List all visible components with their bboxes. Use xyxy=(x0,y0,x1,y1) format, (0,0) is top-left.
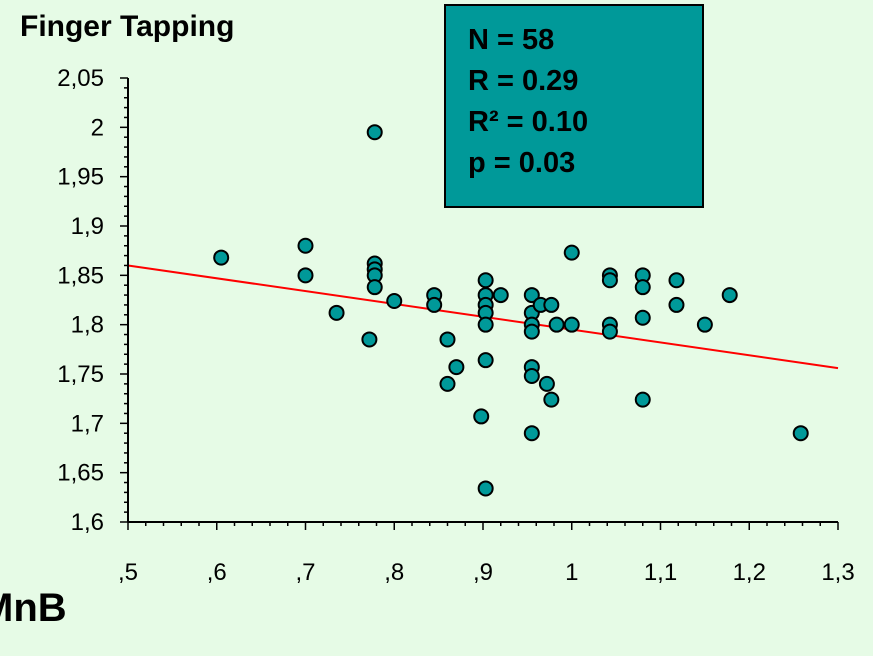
scatter-point xyxy=(601,323,618,340)
scatter-point xyxy=(634,279,651,296)
stat-n: N = 58 xyxy=(468,24,555,56)
scatter-point xyxy=(538,375,555,392)
y-tick-label: 2 xyxy=(91,114,104,141)
scatter-point xyxy=(523,425,540,442)
scatter-point xyxy=(439,331,456,348)
scatter-point xyxy=(477,316,494,333)
stat-r-squared: R² = 0.10 xyxy=(468,106,589,138)
scatter-point xyxy=(297,267,314,284)
scatter-point xyxy=(477,480,494,497)
scatter-point xyxy=(792,425,809,442)
x-tick-label: ,9 xyxy=(473,559,493,586)
y-tick-label: 2,05 xyxy=(57,65,104,92)
x-tick-label: ,8 xyxy=(384,559,404,586)
scatter-point xyxy=(439,375,456,392)
scatter-point xyxy=(426,296,443,313)
scatter-point xyxy=(213,249,230,266)
scatter-point xyxy=(328,304,345,321)
stats-box: N = 58 R = 0.29 R² = 0.10 p = 0.03 xyxy=(444,4,704,208)
x-tick-label: 1,3 xyxy=(821,559,854,586)
scatter-point xyxy=(721,287,738,304)
scatter-point xyxy=(386,292,403,309)
scatter-point xyxy=(543,296,560,313)
scatter-point xyxy=(543,391,560,408)
y-tick-label: 1,75 xyxy=(57,361,104,388)
scatter-point xyxy=(563,244,580,261)
y-tick-label: 1,9 xyxy=(71,213,104,240)
scatter-point xyxy=(492,287,509,304)
scatter-point xyxy=(477,272,494,289)
scatter-point xyxy=(668,296,685,313)
y-tick-label: 1,65 xyxy=(57,460,104,487)
scatter-point xyxy=(696,316,713,333)
stat-r: R = 0.29 xyxy=(468,65,579,97)
scatter-point xyxy=(366,124,383,141)
scatter-point xyxy=(297,237,314,254)
scatter-point xyxy=(361,331,378,348)
y-tick-label: 1,6 xyxy=(71,509,104,536)
scatter-point xyxy=(473,408,490,425)
scatter-point xyxy=(523,367,540,384)
x-axis-label: MnB xyxy=(0,586,67,630)
x-tick-label: 1,1 xyxy=(644,559,677,586)
scatter-point xyxy=(477,352,494,369)
scatter-point xyxy=(634,391,651,408)
scatter-point xyxy=(601,272,618,289)
x-tick-label: 1,2 xyxy=(733,559,766,586)
scatter-point xyxy=(523,287,540,304)
x-tick-label: ,6 xyxy=(207,559,227,586)
x-tick-label: ,5 xyxy=(118,559,138,586)
y-tick-label: 1,95 xyxy=(57,164,104,191)
scatter-point xyxy=(523,323,540,340)
scatter-point xyxy=(563,316,580,333)
chart-title: Finger Tapping xyxy=(20,10,235,43)
scatter-point xyxy=(634,309,651,326)
scatter-point xyxy=(548,316,565,333)
scatter-point xyxy=(448,359,465,376)
x-tick-label: ,7 xyxy=(295,559,315,586)
y-tick-label: 1,8 xyxy=(71,312,104,339)
scatter-point xyxy=(668,272,685,289)
scatter-point xyxy=(366,279,383,296)
y-tick-label: 1,85 xyxy=(57,262,104,289)
y-tick-label: 1,7 xyxy=(71,410,104,437)
stat-p: p = 0.03 xyxy=(468,147,576,179)
x-tick-label: 1 xyxy=(565,559,578,586)
